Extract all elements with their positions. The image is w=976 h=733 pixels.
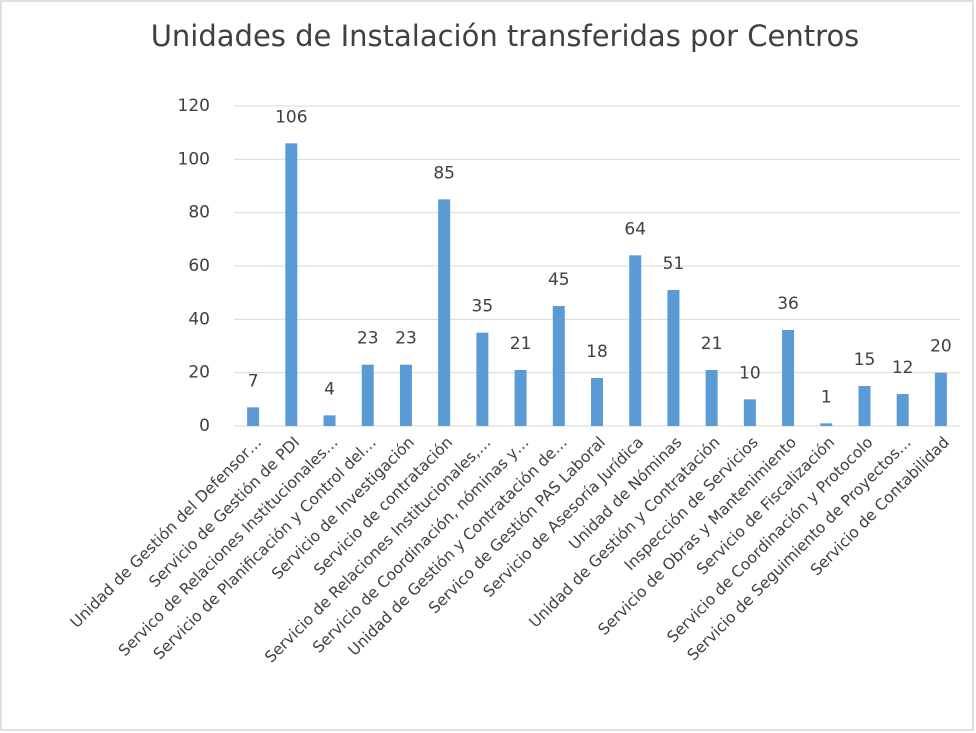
bar: [361, 364, 374, 426]
data-label: 20: [930, 337, 952, 357]
data-label: 23: [357, 329, 379, 349]
data-label: 35: [472, 297, 494, 317]
data-label: 21: [701, 334, 723, 354]
data-label: 15: [854, 350, 876, 370]
data-label: 106: [275, 107, 307, 127]
chart-title: Unidades de Instalación transferidas por…: [151, 19, 860, 53]
bar: [934, 372, 947, 426]
data-label: 18: [586, 342, 608, 362]
bar: [820, 423, 833, 426]
bar: [476, 332, 489, 426]
bar: [399, 364, 412, 426]
data-label: 10: [739, 363, 761, 383]
y-tick-label: 60: [188, 256, 210, 276]
data-label: 45: [548, 270, 570, 290]
y-tick-label: 20: [188, 363, 210, 383]
y-tick-label: 0: [199, 416, 210, 436]
bar: [247, 407, 260, 426]
bar: [552, 306, 565, 426]
bar: [705, 370, 718, 426]
data-label: 51: [663, 254, 685, 274]
data-label: 23: [395, 329, 417, 349]
y-tick-label: 120: [178, 96, 210, 116]
bar: [438, 199, 451, 426]
data-label: 85: [433, 163, 455, 183]
data-label: 64: [624, 219, 646, 239]
data-label: 21: [510, 334, 532, 354]
bar: [514, 370, 527, 426]
bar: [629, 255, 642, 426]
bar: [667, 290, 680, 426]
y-tick-label: 80: [188, 203, 210, 223]
bar: [591, 378, 603, 426]
bar: [896, 394, 909, 426]
data-label: 7: [248, 371, 259, 391]
data-label: 12: [892, 358, 914, 378]
data-label: 36: [777, 294, 799, 314]
bar: [743, 399, 756, 426]
bar: [323, 415, 336, 426]
bar: [782, 330, 795, 426]
data-label: 4: [324, 379, 335, 399]
bar: [285, 143, 298, 427]
y-tick-label: 40: [188, 309, 210, 329]
bar: [858, 386, 871, 426]
y-tick-label: 100: [178, 149, 210, 169]
data-label: 1: [821, 387, 832, 407]
